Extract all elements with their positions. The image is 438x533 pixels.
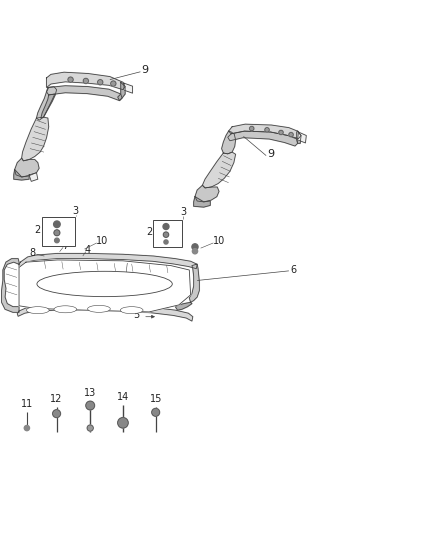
Ellipse shape [26, 306, 49, 313]
Bar [42, 217, 75, 246]
Circle shape [118, 417, 128, 428]
Polygon shape [46, 72, 125, 90]
Circle shape [87, 425, 93, 431]
Polygon shape [124, 83, 133, 93]
Circle shape [53, 221, 60, 228]
Polygon shape [41, 94, 55, 118]
Circle shape [279, 130, 283, 135]
Ellipse shape [37, 271, 172, 297]
Polygon shape [29, 173, 38, 181]
Text: 15: 15 [149, 394, 162, 404]
Text: 10: 10 [213, 236, 225, 246]
Polygon shape [229, 124, 301, 139]
Polygon shape [2, 259, 19, 312]
Text: 6: 6 [290, 265, 296, 275]
Circle shape [54, 230, 60, 236]
Polygon shape [222, 131, 236, 154]
Polygon shape [19, 260, 191, 312]
Circle shape [111, 81, 116, 86]
Circle shape [163, 223, 169, 230]
Text: 8: 8 [29, 248, 35, 259]
Text: 12: 12 [50, 394, 63, 404]
Polygon shape [21, 117, 49, 161]
Polygon shape [14, 169, 29, 180]
Text: 13: 13 [84, 389, 96, 398]
Polygon shape [189, 264, 199, 302]
Circle shape [86, 401, 95, 410]
Text: 9: 9 [141, 65, 148, 75]
Circle shape [83, 78, 88, 84]
Text: 5: 5 [133, 310, 139, 320]
Circle shape [164, 240, 168, 244]
Text: 2: 2 [35, 225, 41, 235]
Ellipse shape [54, 306, 77, 313]
Text: 10: 10 [96, 236, 108, 246]
Circle shape [250, 126, 254, 131]
Polygon shape [195, 185, 219, 202]
Circle shape [163, 232, 169, 237]
Polygon shape [228, 131, 297, 146]
Text: 4: 4 [85, 245, 91, 255]
Circle shape [24, 425, 29, 431]
Text: 11: 11 [21, 399, 33, 409]
Circle shape [152, 408, 159, 416]
Ellipse shape [88, 305, 110, 312]
Polygon shape [17, 305, 193, 321]
Polygon shape [297, 132, 306, 143]
Text: 3: 3 [180, 207, 186, 217]
Polygon shape [194, 197, 210, 207]
Circle shape [53, 410, 60, 417]
Text: 3: 3 [73, 206, 79, 216]
Circle shape [192, 244, 198, 250]
Circle shape [55, 238, 59, 243]
Polygon shape [118, 82, 125, 101]
Text: 7: 7 [62, 240, 68, 251]
Polygon shape [297, 131, 301, 143]
Polygon shape [36, 87, 57, 120]
Text: 2: 2 [146, 227, 152, 237]
Text: 1: 1 [122, 274, 128, 285]
Polygon shape [14, 158, 39, 177]
Polygon shape [175, 302, 192, 310]
Polygon shape [46, 86, 122, 101]
Circle shape [98, 79, 103, 85]
Circle shape [265, 128, 269, 132]
Circle shape [68, 77, 73, 82]
Text: 9: 9 [267, 149, 274, 159]
Bar [152, 220, 182, 247]
Polygon shape [202, 152, 236, 188]
Circle shape [192, 248, 198, 254]
Text: 14: 14 [117, 392, 129, 402]
Circle shape [289, 133, 293, 137]
Ellipse shape [120, 306, 143, 313]
Polygon shape [19, 253, 197, 269]
